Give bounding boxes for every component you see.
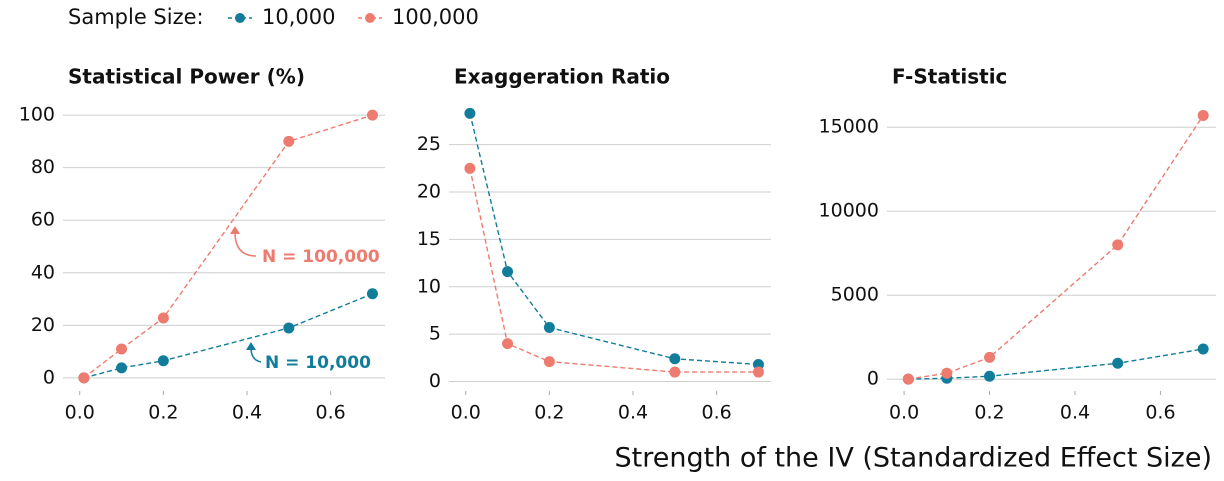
point xyxy=(366,109,378,121)
x-tick-label: 0.4 xyxy=(232,402,262,424)
x-tick-label: 0.4 xyxy=(1060,402,1090,424)
y-tick-label: 5000 xyxy=(831,284,879,306)
point xyxy=(669,353,681,365)
x-tick-label: 0.6 xyxy=(1145,402,1175,424)
point xyxy=(464,107,476,119)
point xyxy=(669,366,681,378)
point xyxy=(984,370,996,382)
y-tick-label: 20 xyxy=(417,181,441,203)
legend-title: Sample Size: xyxy=(68,5,204,29)
point xyxy=(984,351,996,363)
x-tick-label: 0.6 xyxy=(316,402,346,424)
series-line xyxy=(908,348,1204,380)
y-tick-label: 60 xyxy=(31,209,55,231)
point xyxy=(283,322,295,334)
y-tick-label: 80 xyxy=(31,156,55,178)
series-line xyxy=(908,115,1204,380)
y-tick-label: 15 xyxy=(417,228,441,250)
panel-title: Statistical Power (%) xyxy=(68,65,305,89)
x-tick-label: 0.0 xyxy=(65,402,95,424)
y-tick-label: 0 xyxy=(43,366,55,388)
y-tick-label: 0 xyxy=(429,370,441,392)
y-tick-label: 10000 xyxy=(819,200,879,222)
x-tick-label: 0.2 xyxy=(974,402,1004,424)
y-tick-label: 10 xyxy=(417,275,441,297)
panel-title: F-Statistic xyxy=(892,65,1007,89)
x-axis-label: Strength of the IV (Standardized Effect … xyxy=(614,443,1212,474)
point xyxy=(1197,109,1209,121)
legend-label: 100,000 xyxy=(392,5,479,29)
point xyxy=(366,288,378,300)
point xyxy=(902,373,914,385)
point xyxy=(502,338,514,350)
point xyxy=(543,356,555,368)
y-tick-label: 100 xyxy=(19,104,55,126)
point xyxy=(283,135,295,147)
point xyxy=(752,358,764,370)
annotation: N = 100,000 xyxy=(262,247,380,267)
panel-title: Exaggeration Ratio xyxy=(454,65,670,89)
y-tick-label: 0 xyxy=(867,368,879,390)
point xyxy=(1112,239,1124,251)
point xyxy=(752,366,764,378)
point xyxy=(116,343,128,355)
x-tick-label: 0.0 xyxy=(889,402,919,424)
annotation: N = 10,000 xyxy=(265,353,371,373)
point xyxy=(78,372,90,384)
series-line xyxy=(469,168,759,373)
annotation-arrow xyxy=(234,231,257,257)
y-tick-label: 5 xyxy=(429,323,441,345)
point xyxy=(116,362,128,374)
x-tick-label: 0.6 xyxy=(702,402,732,424)
point xyxy=(1197,343,1209,355)
legend-dot xyxy=(365,13,375,23)
point xyxy=(941,367,953,379)
y-tick-label: 15000 xyxy=(819,116,879,138)
point xyxy=(157,355,169,367)
point xyxy=(502,266,514,278)
y-tick-label: 40 xyxy=(31,261,55,283)
y-tick-label: 20 xyxy=(31,314,55,336)
legend-dot xyxy=(235,13,245,23)
point xyxy=(157,312,169,324)
arrow-head xyxy=(230,226,240,234)
point xyxy=(1112,357,1124,369)
arrow-head xyxy=(246,342,256,350)
point xyxy=(543,322,555,334)
legend-label: 10,000 xyxy=(262,5,335,29)
x-tick-label: 0.4 xyxy=(618,402,648,424)
x-tick-label: 0.2 xyxy=(534,402,564,424)
x-tick-label: 0.2 xyxy=(148,402,178,424)
x-tick-label: 0.0 xyxy=(451,402,481,424)
point xyxy=(464,162,476,174)
annotation-arrow xyxy=(250,347,262,363)
y-tick-label: 25 xyxy=(417,133,441,155)
